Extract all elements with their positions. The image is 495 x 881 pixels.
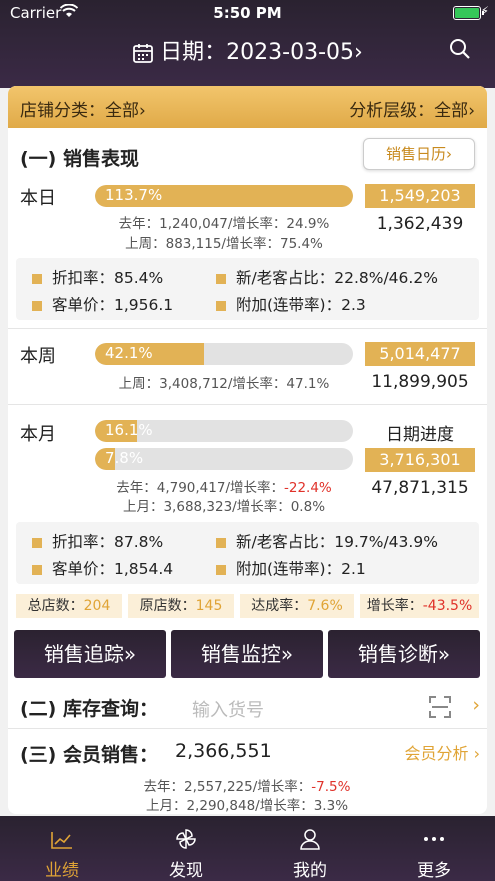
divider [8,728,487,729]
stock-query-row: (二) 库存查询： 输入货号 › [20,692,480,722]
sales-tracking-button[interactable]: 销售追踪» [14,630,166,678]
date-title: 日期：2023-03-05 [160,40,355,65]
tab-bar: 业绩 发现 我的 更多 [0,816,495,881]
total-stores-chip: 总店数：204 [16,594,122,618]
sales-section-title: (一) 销售表现 [20,148,139,170]
week-label: 本周 [20,346,56,367]
search-icon[interactable] [449,38,471,60]
date-progress-bar: 7.8% [95,448,353,470]
week-target: 5,014,477 [365,342,475,366]
today-attach-rate: 附加(连带率)：2.3 [216,293,366,315]
today-progress-fill [95,185,353,207]
status-bar: Carrier 5:50 PM ⚡ [0,0,495,26]
month-progress-bar: 16.1% [95,420,353,442]
achievement-rate-chip: 达成率：7.6% [240,594,354,618]
month-attach-rate: 附加(连带率)：2.1 [216,557,366,579]
member-sales-value: 2,366,551 [175,740,272,762]
charging-icon: ⚡ [480,4,489,18]
today-actual: 1,362,439 [376,214,464,234]
filter-bar: 店铺分类：全部› 分析层级：全部› [8,86,487,128]
sales-diagnosis-button[interactable]: 销售诊断» [328,630,480,678]
divider [8,328,487,329]
store-stats: 总店数：204 原店数：145 达成率：7.6% 增长率：-43.5% [16,594,479,618]
divider [8,404,487,405]
main-card: 店铺分类：全部› 分析层级：全部› (一) 销售表现 销售日历› 本日 113.… [8,86,487,814]
tab-label: 发现 [169,861,203,881]
month-actual: 47,871,315 [371,478,469,498]
tab-mine[interactable]: 我的 [248,816,372,881]
pinwheel-icon [176,829,196,849]
today-progress-bar: 113.7% [95,185,353,207]
member-last-month: 上月：2,290,848/增长率：3.3% [145,798,349,814]
date-progress-label: 日期进度 [386,425,454,445]
stock-query-title: (二) 库存查询： [20,698,158,720]
month-last-month: 上月：3,688,323/增长率：0.8% [122,499,326,515]
week-progress-fill [95,343,204,365]
store-category-filter[interactable]: 店铺分类：全部› [20,101,146,121]
today-last-year: 去年：1,240,047/增长率：24.9% [118,216,330,232]
carrier-label: Carrier [10,4,62,22]
week-progress-text: 42.1% [105,344,153,362]
tab-more[interactable]: 更多 [372,816,495,881]
month-avg-price: 客单价：1,854.4 [32,557,173,579]
tab-discover[interactable]: 发现 [124,816,248,881]
month-target: 3,716,301 [365,448,475,472]
tab-performance[interactable]: 业绩 [0,816,124,881]
week-progress-bar: 42.1% [95,343,353,365]
member-analysis-link[interactable]: 会员分析 › [404,744,481,763]
growth-rate-chip: 增长率：-43.5% [360,594,479,618]
today-new-old-ratio: 新/老客占比：22.8%/46.2% [216,266,438,288]
today-discount: 折扣率：85.4% [32,266,163,288]
month-metrics: 折扣率：87.8% 新/老客占比：19.7%/43.9% 客单价：1,854.4… [16,522,479,584]
member-last-year: 去年：2,557,225/增长率：-7.5% [143,779,351,795]
tab-label: 业绩 [45,861,79,881]
sales-calendar-button[interactable]: 销售日历› [363,138,475,170]
month-progress-text: 16.1% [105,421,153,439]
clock: 5:50 PM [213,4,282,22]
month-new-old-ratio: 新/老客占比：19.7%/43.9% [216,530,438,552]
date-progress-text: 7.8% [105,449,144,467]
today-target: 1,549,203 [365,184,475,208]
battery-icon [453,6,484,20]
calendar-icon [133,44,154,63]
tab-label: 更多 [417,861,451,881]
sales-monitor-button[interactable]: 销售监控» [171,630,323,678]
month-discount: 折扣率：87.8% [32,530,163,552]
person-icon [300,829,320,850]
more-icon [424,837,444,841]
chevron-right-icon: › [354,40,363,65]
today-label: 本日 [20,188,56,209]
wifi-icon [60,4,78,17]
header: Carrier 5:50 PM ⚡ 日期：2023-03-05› [0,0,495,88]
date-selector[interactable]: 日期：2023-03-05› [0,34,495,66]
original-stores-chip: 原店数：145 [128,594,234,618]
month-last-year: 去年：4,790,417/增长率：-22.4% [116,480,332,496]
today-last-week: 上周：883,115/增长率：75.4% [125,236,323,252]
month-progress-fill [95,420,137,442]
analysis-level-filter[interactable]: 分析层级：全部› [349,101,475,121]
today-avg-price: 客单价：1,956.1 [32,293,173,315]
scan-icon[interactable] [428,695,452,719]
date-progress-fill [95,448,116,470]
today-metrics: 折扣率：85.4% 新/老客占比：22.8%/46.2% 客单价：1,956.1… [16,258,479,320]
chevron-right-icon[interactable]: › [472,694,480,716]
sales-action-buttons: 销售追踪» 销售监控» 销售诊断» [14,630,481,678]
member-sales-title: (三) 会员销售： [20,744,158,766]
today-progress-text: 113.7% [105,186,163,204]
month-label: 本月 [20,424,56,445]
week-actual: 11,899,905 [371,372,469,392]
tab-label: 我的 [293,861,327,881]
chart-icon [51,832,72,849]
week-last-week: 上周：3,408,712/增长率：47.1% [118,376,330,392]
sku-input[interactable]: 输入货号 [192,700,264,721]
